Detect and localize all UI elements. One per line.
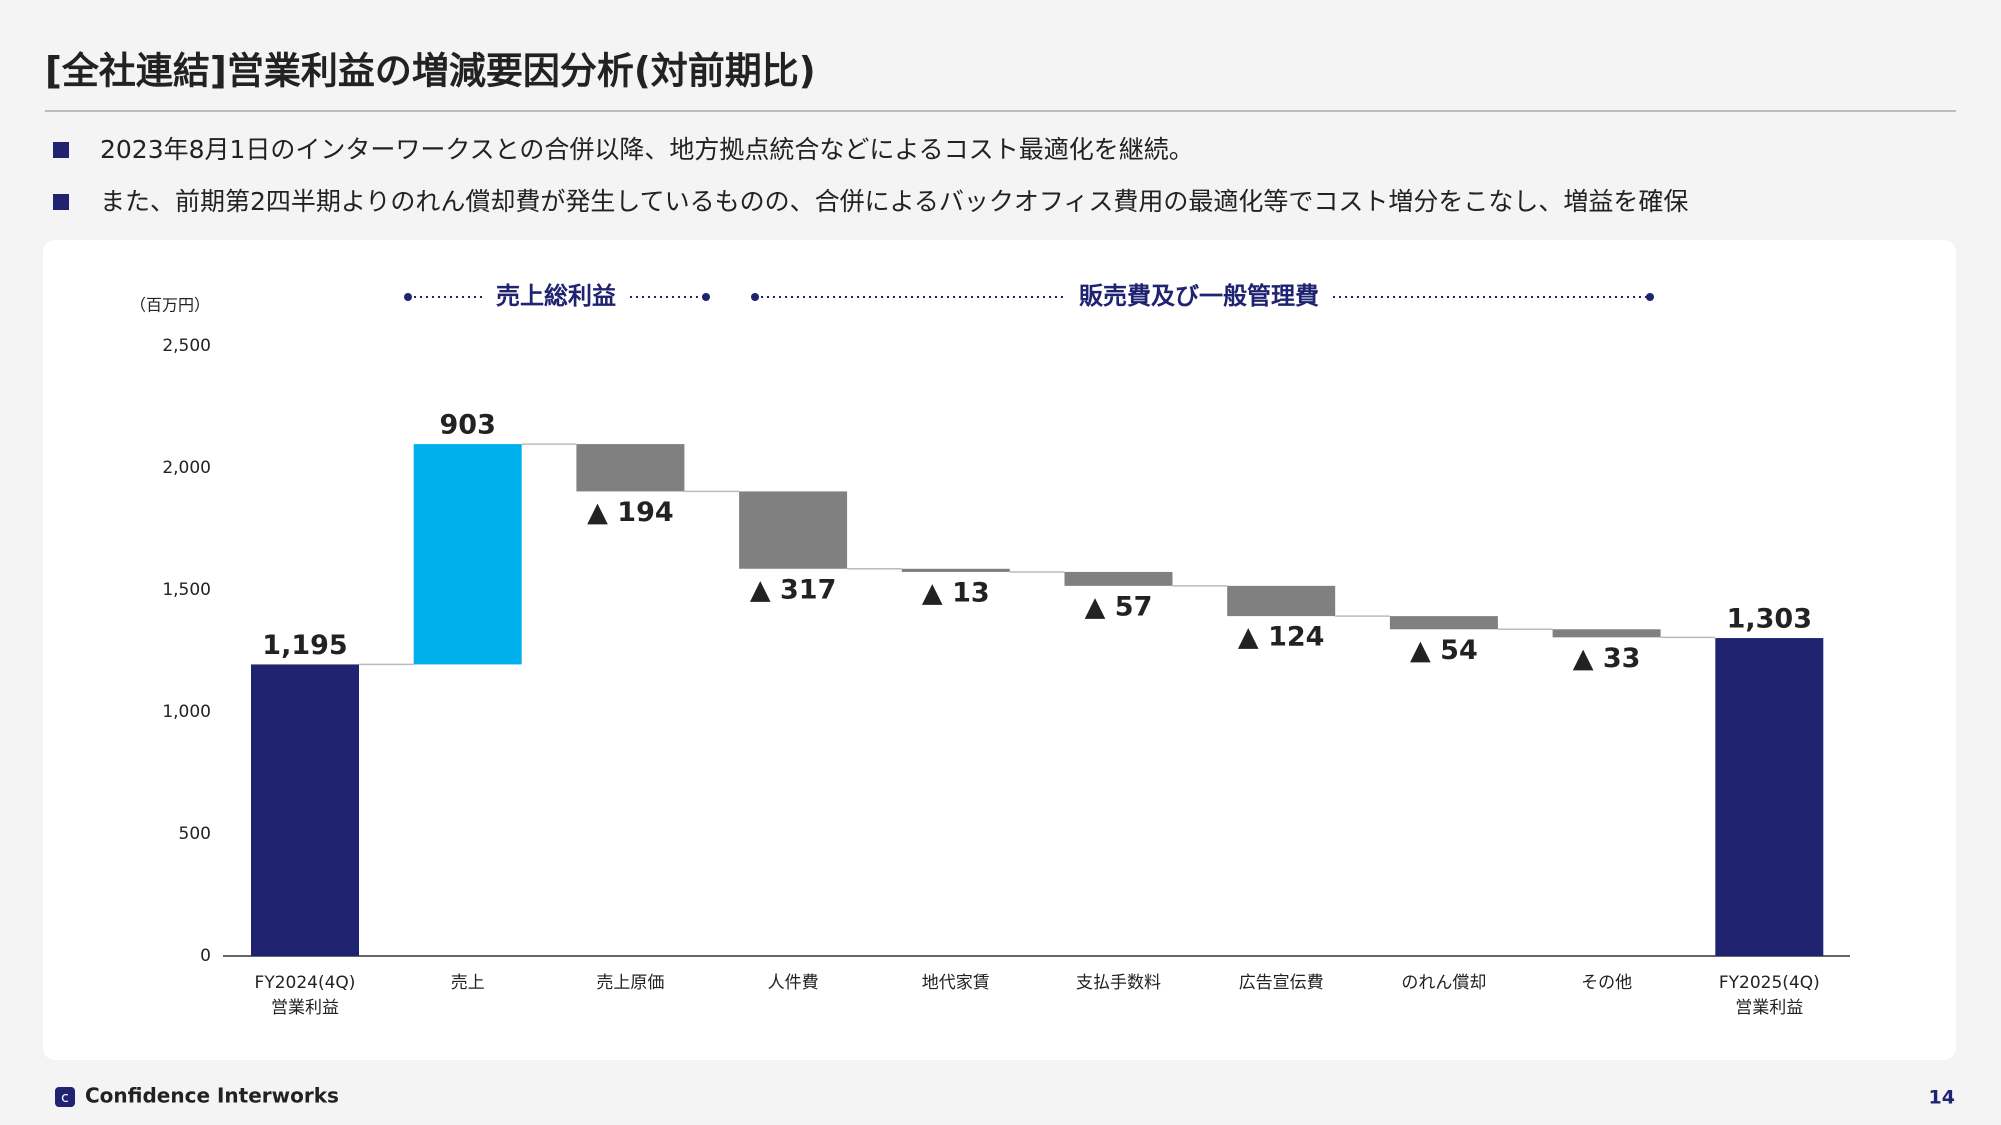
value-label: ▲ 57: [1085, 591, 1153, 622]
x-tick-label: 地代家賃: [922, 973, 990, 993]
y-tick-label: 0: [200, 946, 211, 966]
group-end: [702, 293, 710, 301]
value-label: ▲ 33: [1573, 643, 1641, 674]
bullet-marker: [53, 194, 69, 210]
bullet-text: また、前期第2四半期よりのれん償却費が発生しているものの、合併によるバックオフィ…: [100, 187, 1688, 216]
x-tick-label: 支払手数料: [1076, 973, 1161, 993]
bullet-text: 2023年8月1日のインターワークスとの合併以降、地方拠点統合などによるコスト最…: [100, 135, 1194, 164]
company-name: Confidence Interworks: [85, 1084, 339, 1108]
group-end: [1646, 293, 1654, 301]
value-label: 903: [440, 410, 496, 441]
y-tick-label: 1,500: [162, 580, 211, 600]
x-tick-label: のれん償却: [1401, 973, 1486, 993]
x-tick-label: FY2025(4Q)営業利益: [1719, 973, 1820, 1018]
page-number: 14: [1929, 1087, 1955, 1109]
x-tick-label: 広告宣伝費: [1239, 973, 1324, 993]
bar: [1552, 629, 1661, 638]
bar: [1064, 571, 1173, 586]
value-label: ▲ 124: [1238, 622, 1325, 653]
x-tick-label: 売上: [451, 973, 485, 993]
x-tick-label: 売上原価: [596, 973, 664, 993]
bar: [1389, 616, 1498, 630]
y-tick-label: 500: [179, 824, 211, 844]
value-label: ▲ 194: [587, 497, 674, 528]
bar: [413, 444, 522, 665]
bar: [739, 491, 848, 569]
x-tick-label: FY2024(4Q)営業利益: [255, 973, 356, 1018]
bar: [576, 444, 685, 492]
logo-mark: c: [61, 1090, 69, 1106]
x-tick-label: 人件費: [768, 973, 819, 993]
x-tick-label: その他: [1581, 973, 1632, 993]
chart: （百万円） 0 500 1,000 1,500 2,000 2,500 売上総利益 販売費及び一…: [130, 282, 1850, 1018]
logo: [55, 1087, 75, 1107]
value-label: 1,303: [1727, 604, 1812, 635]
y-tick-label: 1,000: [162, 702, 211, 722]
bar: [251, 664, 359, 956]
unit-label: （百万円）: [130, 296, 210, 315]
group-end: [751, 293, 759, 301]
bar: [901, 568, 1010, 572]
group-end: [404, 293, 412, 301]
bar: [1227, 585, 1336, 617]
value-label: ▲ 13: [922, 577, 990, 608]
y-tick-label: 2,500: [162, 336, 211, 356]
bar: [1715, 638, 1824, 956]
value-label: ▲ 54: [1410, 635, 1478, 666]
value-label: ▲ 317: [750, 574, 837, 605]
value-label: 1,195: [262, 630, 347, 661]
y-tick-label: 2,000: [162, 458, 211, 478]
group-label: 売上総利益: [496, 282, 616, 310]
bullet-marker: [53, 142, 69, 158]
slide-title: [全社連結]営業利益の増減要因分析(対前期比): [45, 50, 816, 93]
group-label: 販売費及び一般管理費: [1079, 282, 1319, 310]
